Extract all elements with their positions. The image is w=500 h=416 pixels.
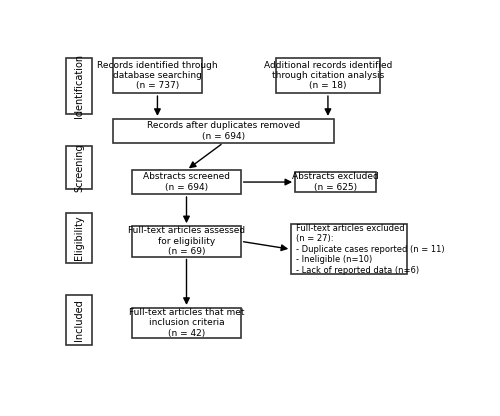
Text: Additional records identified
through citation analysis
(n = 18): Additional records identified through ci… — [264, 61, 392, 90]
Bar — [113, 119, 334, 143]
Text: Abstracts screened
(n = 694): Abstracts screened (n = 694) — [143, 172, 230, 192]
Text: Records after duplicates removed
(n = 694): Records after duplicates removed (n = 69… — [146, 121, 300, 141]
Text: Screening: Screening — [74, 144, 84, 192]
Bar — [132, 170, 241, 194]
Bar — [66, 295, 92, 344]
Text: Full-text articles assessed
for eligibility
(n = 69): Full-text articles assessed for eligibil… — [128, 226, 245, 256]
Bar — [132, 226, 241, 257]
Text: Identification: Identification — [74, 54, 84, 118]
Text: Abstracts excluded
(n = 625): Abstracts excluded (n = 625) — [292, 172, 379, 192]
Text: Full-text articles excluded
(n = 27):
- Duplicate cases reported (n = 11)
- Inel: Full-text articles excluded (n = 27): - … — [296, 224, 444, 275]
Text: Records identified through
database searching
(n = 737): Records identified through database sear… — [97, 61, 218, 90]
Bar — [66, 213, 92, 263]
Text: Eligibility: Eligibility — [74, 216, 84, 260]
Text: Full-text articles that met
inclusion criteria
(n = 42): Full-text articles that met inclusion cr… — [129, 308, 244, 338]
Bar — [295, 172, 376, 193]
Bar — [113, 58, 202, 93]
Bar — [132, 308, 241, 338]
Bar — [66, 146, 92, 189]
Bar — [66, 58, 92, 114]
Bar — [276, 58, 380, 93]
Text: Included: Included — [74, 299, 84, 341]
Bar — [291, 225, 408, 274]
